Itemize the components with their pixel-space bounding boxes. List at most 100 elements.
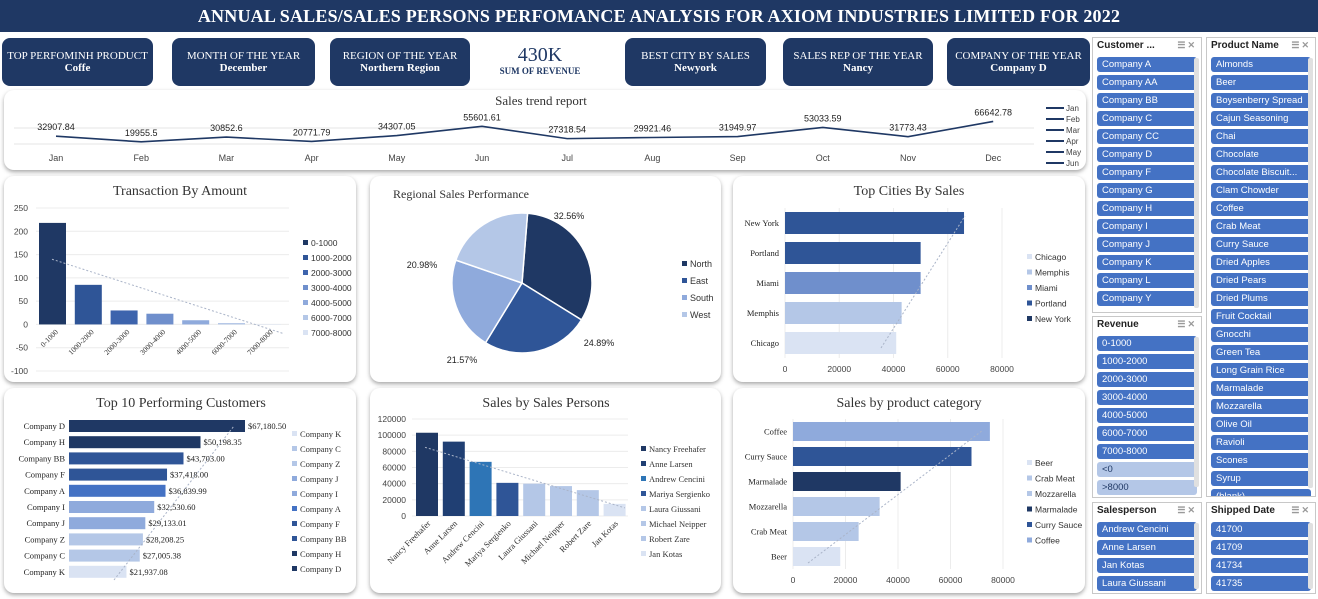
legend-swatch <box>292 566 297 571</box>
salesperson-slicer-list: Andrew Cencini Anne Larsen Jan Kotas Laura … <box>1093 522 1201 591</box>
revenue-slicer-item[interactable]: 1000-2000 <box>1097 354 1197 369</box>
bar <box>69 468 168 481</box>
product-slicer-item[interactable]: Marmalade <box>1211 381 1311 396</box>
customer-slicer[interactable]: Customer ... ☰✕ Company A Company AA Compa… <box>1092 37 1202 313</box>
bar <box>69 452 184 465</box>
product-slicer-item[interactable]: Chocolate <box>1211 147 1311 162</box>
y-tick-label: Company C <box>24 551 65 561</box>
product-slicer-item[interactable]: Olive Oil <box>1211 417 1311 432</box>
customer-slicer-item[interactable]: Company H <box>1097 201 1197 216</box>
product-slicer-item[interactable]: Crab Meat <box>1211 219 1311 234</box>
salesperson-slicer[interactable]: Salesperson ☰✕ Andrew Cencini Anne Larsen… <box>1092 502 1202 594</box>
customer-slicer-item[interactable]: Company J <box>1097 237 1197 252</box>
y-tick-label: 120000 <box>378 414 407 424</box>
product-slicer-item[interactable]: Green Tea <box>1211 345 1311 360</box>
kpi-rep-value: Nancy <box>843 62 873 74</box>
product-slicer-item[interactable]: Cajun Seasoning <box>1211 111 1311 126</box>
customer-slicer-item[interactable]: Company K <box>1097 255 1197 270</box>
product-slicer-item[interactable]: Chai <box>1211 129 1311 144</box>
customer-slicer-scrollbar[interactable] <box>1194 58 1199 308</box>
shipped-slicer-item[interactable]: 41735 <box>1211 576 1311 591</box>
customer-slicer-item[interactable]: Company G <box>1097 183 1197 198</box>
customer-slicer-item[interactable]: Company L <box>1097 273 1197 288</box>
salesperson-slicer-scrollbar[interactable] <box>1194 523 1199 589</box>
revenue-slicer-item[interactable]: 2000-3000 <box>1097 372 1197 387</box>
revenue-slicer-item[interactable]: 4000-5000 <box>1097 408 1197 423</box>
revenue-slicer-item[interactable]: 0-1000 <box>1097 336 1197 351</box>
revenue-slicer-item[interactable]: <0 <box>1097 462 1197 477</box>
cities-card: Top Cities By Sales 0 20000 40000 60000 80000… <box>733 176 1085 382</box>
legend-entry: Nancy Freehafer <box>649 444 706 454</box>
slicer-filter-icon[interactable]: ☰✕ <box>1177 40 1197 50</box>
revenue-slicer-item[interactable]: 7000-8000 <box>1097 444 1197 459</box>
customer-slicer-item[interactable]: Company I <box>1097 219 1197 234</box>
slicer-filter-icon[interactable]: ☰✕ <box>1177 505 1197 515</box>
product-slicer-item[interactable]: Coffee <box>1211 201 1311 216</box>
product-slicer-item[interactable]: Fruit Cocktail <box>1211 309 1311 324</box>
product-slicer-item[interactable]: Dried Plums <box>1211 291 1311 306</box>
product-slicer-item[interactable]: Ravioli <box>1211 435 1311 450</box>
shipped-slicer-item[interactable]: 41700 <box>1211 522 1311 537</box>
product-slicer-item[interactable]: Dried Pears <box>1211 273 1311 288</box>
revenue-slicer-scrollbar[interactable] <box>1194 337 1199 487</box>
product-slicer-list: Almonds Beer Boysenberry Spread Cajun Seaso… <box>1207 57 1315 496</box>
legend-swatch <box>292 491 297 496</box>
salesperson-slicer-item[interactable]: Anne Larsen <box>1097 540 1197 555</box>
shipped-slicer-item[interactable]: 41734 <box>1211 558 1311 573</box>
chart-title: Top 10 Performing Customers <box>96 396 266 411</box>
product-slicer-item[interactable]: Scones <box>1211 453 1311 468</box>
legend-swatch <box>1027 506 1032 512</box>
product-slicer-item[interactable]: Long Grain Rice <box>1211 363 1311 378</box>
kpi-rep: SALES REP OF THE YEAR Nancy <box>783 38 933 86</box>
product-slicer-item[interactable]: Gnocchi <box>1211 327 1311 342</box>
shipped-slicer[interactable]: Shipped Date ☰✕ 41700 41709 41734 41735 <box>1206 502 1316 594</box>
revenue-slicer-item[interactable]: 6000-7000 <box>1097 426 1197 441</box>
legend-swatch <box>292 431 297 436</box>
legend-swatch <box>292 521 297 526</box>
shipped-slicer-item[interactable]: 41709 <box>1211 540 1311 555</box>
slicer-filter-icon[interactable]: ☰✕ <box>1177 319 1197 329</box>
customer-slicer-item[interactable]: Company AA <box>1097 75 1197 90</box>
salesperson-slicer-item[interactable]: Andrew Cencini <box>1097 522 1197 537</box>
legend-entry: Company H <box>300 549 341 559</box>
product-slicer-item[interactable]: Almonds <box>1211 57 1311 72</box>
revenue-slicer-item[interactable]: 3000-4000 <box>1097 390 1197 405</box>
kpi-region-value: Northern Region <box>360 62 440 74</box>
customer-slicer-item[interactable]: Company D <box>1097 147 1197 162</box>
revenue-slicer[interactable]: Revenue ☰✕ 0-1000 1000-2000 2000-3000 3000-… <box>1092 316 1202 498</box>
product-slicer-item[interactable]: Chocolate Biscuit... <box>1211 165 1311 180</box>
salesperson-slicer-item[interactable]: Laura Giussani <box>1097 576 1197 591</box>
salesperson-slicer-item[interactable]: Jan Kotas <box>1097 558 1197 573</box>
product-slicer-item[interactable]: Curry Sauce <box>1211 237 1311 252</box>
product-slicer-item[interactable]: Beer <box>1211 75 1311 90</box>
x-tick-label: 1000-2000 <box>66 327 96 357</box>
customer-slicer-item[interactable]: Company CC <box>1097 129 1197 144</box>
x-tick-label: 60000 <box>936 364 960 374</box>
legend-entry: Company A <box>300 504 342 514</box>
revenue-slicer-item[interactable]: >8000 <box>1097 480 1197 495</box>
product-slicer-item[interactable]: Dried Apples <box>1211 255 1311 270</box>
product-slicer-item[interactable]: Boysenberry Spread <box>1211 93 1311 108</box>
product-slicer[interactable]: Product Name ☰✕ Almonds Beer Boysenberry S… <box>1206 37 1316 497</box>
customer-slicer-item[interactable]: Company A <box>1097 57 1197 72</box>
y-tick-label: Marmalade <box>748 477 787 487</box>
customer-slicer-item[interactable]: Company F <box>1097 165 1197 180</box>
shipped-slicer-scrollbar[interactable] <box>1308 523 1313 589</box>
product-slicer-item[interactable]: Syrup <box>1211 471 1311 486</box>
x-tick-label: Nancy Freehafer <box>385 518 432 565</box>
product-slicer-item[interactable]: Mozzarella <box>1211 399 1311 414</box>
sales-trend-card: Sales trend report 32907.84 Jan 19955.5 Feb 3… <box>4 90 1086 170</box>
slicer-filter-icon[interactable]: ☰✕ <box>1291 505 1311 515</box>
legend-entry: East <box>690 276 709 286</box>
customer-slicer-item[interactable]: Company Y <box>1097 291 1197 306</box>
product-slicer-item[interactable]: Clam Chowder <box>1211 183 1311 198</box>
customer-slicer-item[interactable]: Company BB <box>1097 93 1197 108</box>
x-tick-label: 0 <box>791 575 796 585</box>
slicer-filter-icon[interactable]: ☰✕ <box>1291 40 1311 50</box>
x-tick-label: Jun <box>475 153 490 163</box>
customer-slicer-item[interactable]: Company C <box>1097 111 1197 126</box>
product-slicer-scrollbar[interactable] <box>1308 58 1313 488</box>
data-label: $36,839.99 <box>169 486 207 496</box>
product-slicer-item[interactable]: (blank) <box>1211 489 1311 496</box>
bar <box>793 422 990 441</box>
